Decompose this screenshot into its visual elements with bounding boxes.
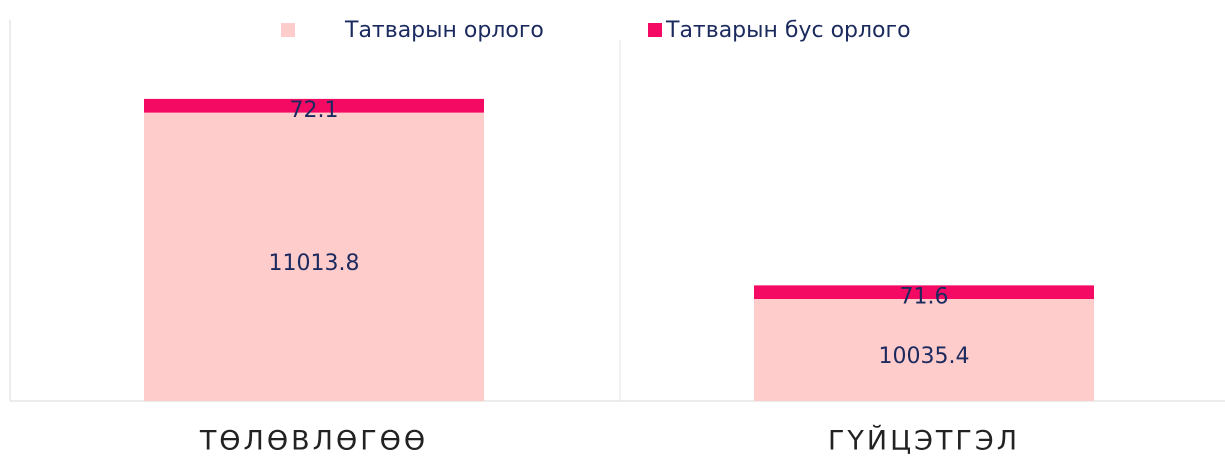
- data-label: 71.6: [900, 284, 949, 309]
- x-tick-label: ГҮЙЦЭТГЭЛ: [828, 425, 1020, 457]
- bar-segment: [144, 112, 484, 402]
- x-tick-label: ТӨЛӨВЛӨГӨӨ: [199, 426, 428, 457]
- bar-segment: [754, 285, 1094, 300]
- bar-segment: [754, 299, 1094, 401]
- legend-swatch: [648, 23, 662, 37]
- legend-swatch: [281, 23, 295, 37]
- data-label: 72.1: [290, 98, 339, 123]
- data-label: 10035.4: [879, 344, 970, 369]
- legend-label: Татварын орлого: [344, 18, 544, 43]
- bar-segment: [144, 98, 484, 113]
- legend-label: Татварын бус орлого: [665, 18, 911, 43]
- data-label: 11013.8: [269, 251, 360, 276]
